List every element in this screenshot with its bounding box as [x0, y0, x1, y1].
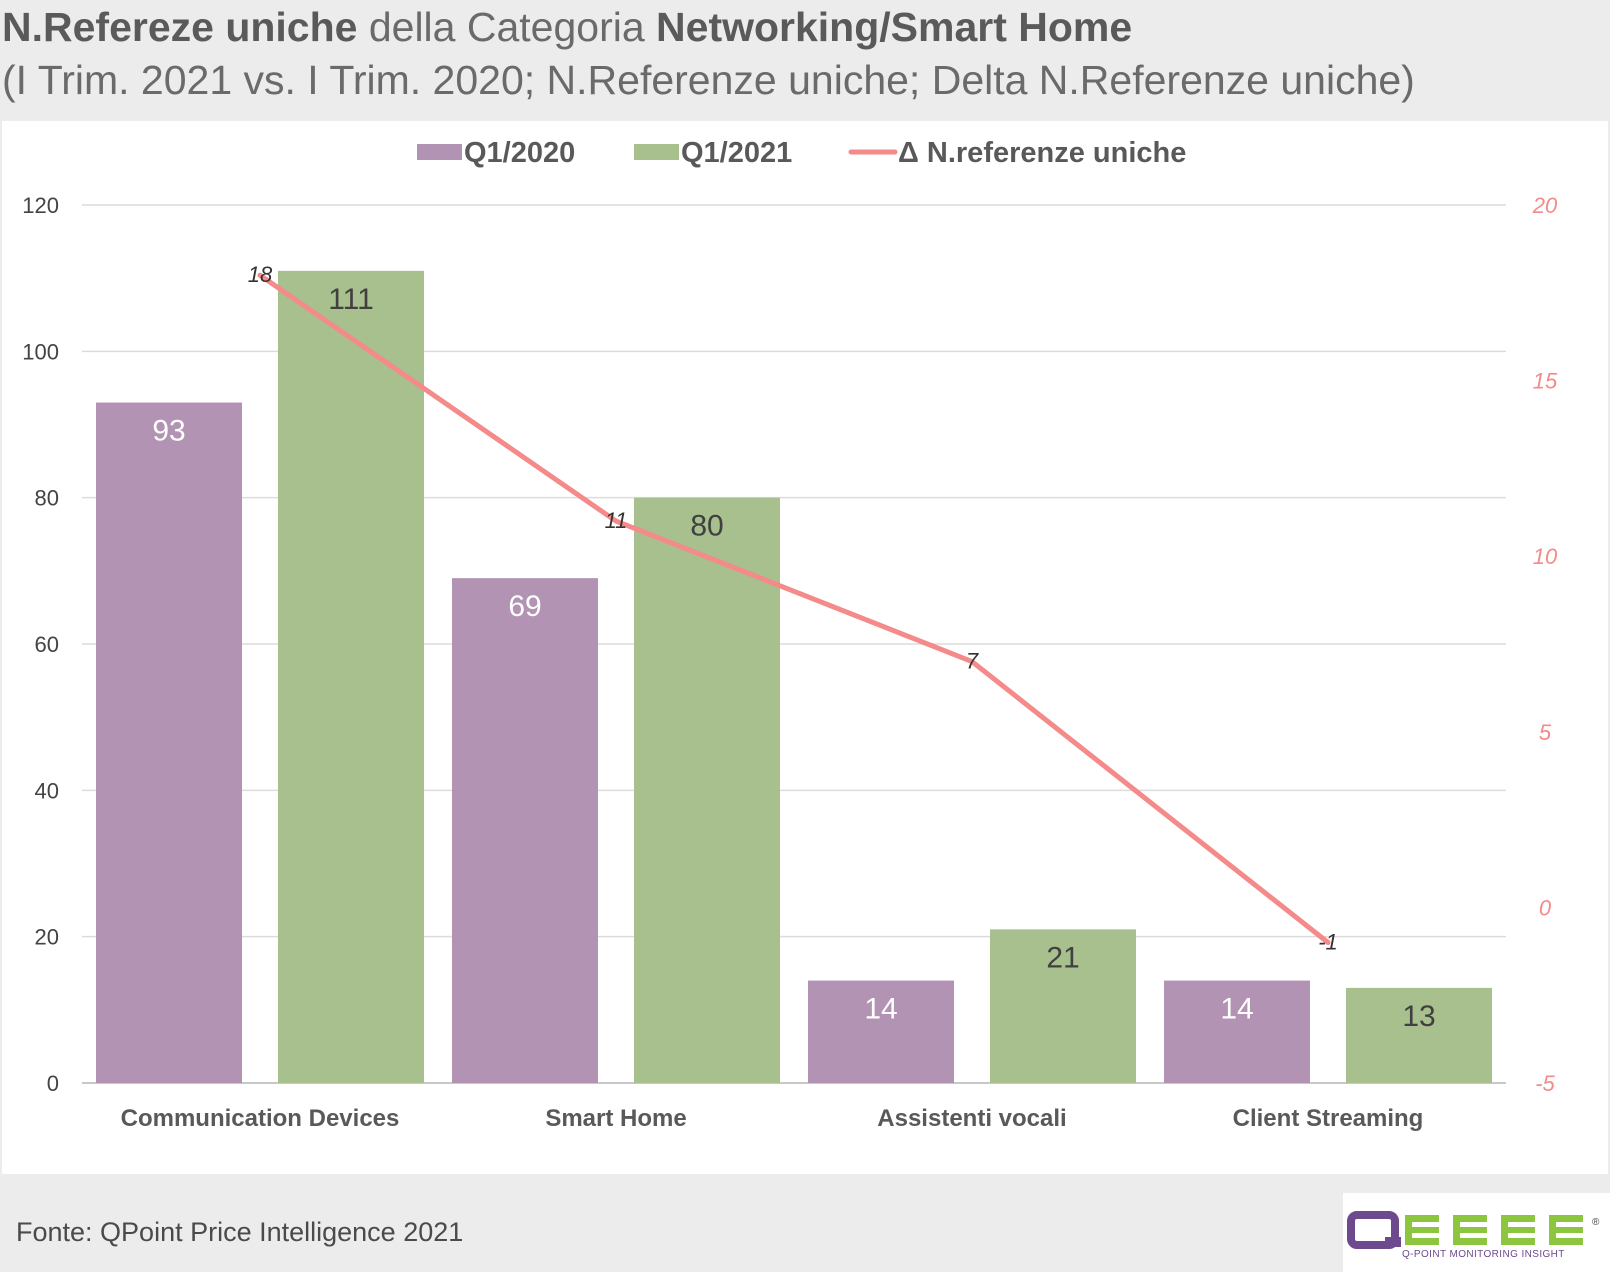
logo-letter-stroke	[1549, 1215, 1556, 1245]
logo-letter-stroke	[1501, 1215, 1535, 1222]
bar-value-label: 69	[508, 590, 541, 623]
qberg-logo: QBERG ® Q-POINT MONITORING INSIGHT	[1343, 1193, 1610, 1272]
right-axis-tick-label: 10	[1533, 544, 1558, 569]
chart-title: N.Refereze uniche della Categoria Networ…	[2, 4, 1132, 51]
bar-q1-2021	[1346, 987, 1492, 1083]
logo-letter-stroke	[1549, 1238, 1583, 1245]
qberg-logo-svg: QBERG ® Q-POINT MONITORING INSIGHT	[1347, 1211, 1600, 1260]
data-labels: 93 111 69 80 14 21 14 13 18 11 7 -1	[152, 262, 1435, 1033]
logo-letter-stroke	[1453, 1238, 1487, 1245]
logo-letter-stroke	[1405, 1215, 1412, 1245]
delta-line	[257, 272, 1331, 946]
legend-swatch	[417, 144, 462, 160]
legend-label: Q1/2020	[464, 137, 575, 169]
bar-q1-2020	[1164, 980, 1310, 1083]
left-axis-tick-label: 40	[35, 778, 59, 803]
delta-value-label: 18	[248, 262, 273, 287]
logo-letter-stroke	[1385, 1237, 1401, 1247]
title-block: N.Refereze uniche della Categoria Networ…	[0, 0, 1610, 120]
chart-svg: 0 20 40 60 80 100 120 -5 0 5 10 15 20 93 111 69 80 14 21…	[22, 137, 1558, 1132]
logo-letter-stroke	[1347, 1211, 1399, 1249]
left-axis-tick-label: 20	[35, 925, 59, 950]
left-axis-tick-label: 80	[35, 486, 59, 511]
right-axis: -5 0 5 10 15 20	[1532, 193, 1558, 1096]
bar-q1-2020	[452, 578, 598, 1083]
bar-value-label: 21	[1046, 941, 1079, 974]
bar-q1-2021	[634, 497, 780, 1084]
delta-value-label: -1	[1318, 930, 1338, 955]
left-axis-tick-label: 120	[22, 193, 59, 218]
left-axis-tick-label: 100	[22, 339, 59, 364]
legend-label: Q1/2021	[681, 137, 792, 169]
bar-q1-2020	[96, 402, 242, 1083]
logo-letter-stroke	[1501, 1238, 1535, 1245]
left-axis-tick-label: 60	[35, 632, 59, 657]
logo-letter-stroke	[1501, 1227, 1535, 1233]
right-axis-tick-label: 20	[1532, 193, 1558, 218]
bar-value-label: 14	[1220, 993, 1253, 1026]
right-axis-tick-label: 15	[1533, 369, 1558, 394]
logo-letter: G	[1549, 1215, 1583, 1245]
bar-q1-2021	[278, 270, 424, 1084]
left-axis: 0 20 40 60 80 100 120	[22, 193, 59, 1096]
bars	[96, 270, 1492, 1084]
chart-subtitle: (I Trim. 2021 vs. I Trim. 2020; N.Refere…	[2, 57, 1415, 103]
bar-q1-2021	[990, 929, 1136, 1083]
category-label: Client Streaming	[1233, 1105, 1424, 1132]
bar-value-label: 13	[1402, 1000, 1435, 1033]
left-axis-tick-label: 0	[47, 1071, 59, 1096]
source-note: Fonte: QPoint Price Intelligence 2021	[16, 1217, 464, 1247]
right-axis-tick-label: 5	[1539, 720, 1552, 745]
logo-letter-stroke	[1453, 1215, 1460, 1245]
bar-value-label: 14	[864, 993, 897, 1026]
bar-q1-2020	[808, 980, 954, 1083]
logo-letter-stroke	[1405, 1215, 1439, 1222]
delta-value-label: 7	[966, 649, 979, 674]
logo-letter-stroke	[1453, 1215, 1487, 1222]
title-bold-part-b: Networking/Smart Home	[656, 4, 1133, 50]
legend-label: Δ N.referenze uniche	[898, 137, 1186, 169]
logo-letter: R	[1501, 1215, 1535, 1245]
legend: Q1/2020 Q1/2021 Δ N.referenze uniche	[417, 137, 1186, 169]
logo-letter: B	[1405, 1215, 1439, 1245]
logo-letter-stroke	[1453, 1227, 1487, 1233]
logo-letter: Q	[1347, 1211, 1401, 1249]
title-light-part: della Categoria	[357, 4, 657, 50]
logo-letter-stroke	[1549, 1215, 1583, 1222]
logo-letter-stroke	[1405, 1227, 1439, 1233]
logo-wordmark: QBERG	[1347, 1211, 1583, 1249]
right-axis-tick-label: 0	[1539, 895, 1552, 920]
bar-value-label: 111	[328, 283, 374, 316]
bar-value-label: 93	[152, 415, 185, 448]
delta-line-path	[257, 272, 1331, 946]
logo-letter-stroke	[1405, 1238, 1439, 1245]
chart-panel: 0 20 40 60 80 100 120 -5 0 5 10 15 20 93 111 69 80 14 21…	[2, 121, 1608, 1174]
category-label: Assistenti vocali	[877, 1105, 1066, 1132]
title-bold-part-a: N.Refereze uniche	[2, 4, 358, 50]
logo-tagline: Q-POINT MONITORING INSIGHT	[1402, 1249, 1565, 1260]
legend-swatch	[634, 144, 679, 160]
logo-letter: E	[1453, 1215, 1487, 1245]
delta-value-label: 11	[605, 508, 628, 533]
category-axis: Communication Devices Smart Home Assistent…	[121, 1105, 1424, 1132]
logo-letter-stroke	[1501, 1215, 1508, 1245]
category-label: Smart Home	[545, 1105, 686, 1132]
bar-value-label: 80	[690, 510, 723, 543]
logo-letter-stroke	[1549, 1227, 1583, 1233]
logo-registered-mark: ®	[1592, 1217, 1600, 1228]
category-label: Communication Devices	[121, 1105, 400, 1132]
right-axis-tick-label: -5	[1535, 1071, 1555, 1096]
